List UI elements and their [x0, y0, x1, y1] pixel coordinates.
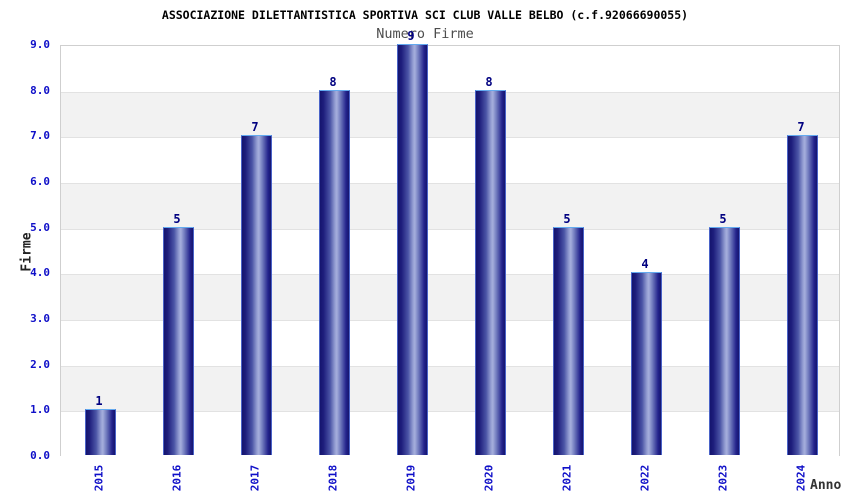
grid-band — [61, 137, 839, 183]
gridline — [61, 183, 839, 184]
y-tick-label: 7.0 — [30, 129, 50, 143]
plot-area — [60, 44, 840, 457]
gridline — [61, 274, 839, 276]
chart-title: ASSOCIAZIONE DILETTANTISTICA SPORTIVA SC… — [161, 8, 689, 22]
bar-value-label: 7 — [251, 120, 259, 135]
y-tick-label: 1.0 — [30, 403, 50, 417]
bar-2021 — [552, 226, 584, 455]
bar-2024 — [786, 135, 818, 455]
bar-value-label: 8 — [329, 74, 337, 89]
gridline — [61, 91, 839, 93]
y-tick-label: 9.0 — [30, 38, 50, 51]
bar-value-label: 5 — [563, 211, 571, 226]
y-tick-label: 4.0 — [30, 266, 50, 280]
gridline — [61, 228, 839, 230]
gridline — [61, 137, 839, 139]
x-tick-label: 2017 — [248, 464, 262, 492]
bar-2023 — [708, 226, 740, 455]
bar-value-label: 4 — [641, 257, 649, 272]
bar-2016 — [162, 226, 194, 455]
x-tick-label: 2019 — [404, 464, 418, 492]
bar-2019 — [396, 44, 428, 455]
y-tick-label: 8.0 — [30, 83, 50, 97]
x-tick-label: 2016 — [170, 464, 184, 492]
gridline — [61, 411, 839, 413]
chart-subtitle: Numero Firme — [376, 26, 474, 42]
y-tick-label: 2.0 — [30, 357, 50, 371]
x-tick-label: 2022 — [638, 464, 652, 492]
x-tick-label: 2015 — [92, 464, 106, 492]
gridline — [61, 365, 839, 367]
bar-2015 — [84, 409, 116, 455]
x-tick-label: 2020 — [482, 464, 496, 492]
gridline — [61, 320, 839, 321]
x-tick-label: 2024 — [794, 464, 808, 492]
bar-value-label: 1 — [95, 394, 103, 409]
x-axis-label: Anno — [810, 478, 842, 493]
grid-band — [61, 183, 839, 229]
bar-value-label: 5 — [719, 211, 727, 226]
bar-value-label: 7 — [797, 120, 805, 135]
grid-band — [61, 91, 839, 138]
bar-value-label: 8 — [485, 74, 493, 89]
bar-value-label: 5 — [173, 211, 181, 226]
x-tick-label: 2021 — [560, 464, 574, 492]
bar-2020 — [474, 89, 506, 455]
bar-2022 — [630, 272, 662, 455]
y-tick-label: 6.0 — [30, 175, 50, 188]
y-tick-label: 3.0 — [30, 312, 50, 325]
bar-2018 — [318, 89, 350, 455]
y-tick-label: 0.0 — [30, 449, 50, 462]
grid-band — [61, 46, 839, 92]
bar-2017 — [240, 135, 272, 455]
x-tick-label: 2023 — [716, 464, 730, 492]
bar-value-label: 9 — [407, 29, 415, 43]
y-tick-label: 5.0 — [30, 220, 50, 234]
x-tick-label: 2018 — [326, 464, 340, 492]
